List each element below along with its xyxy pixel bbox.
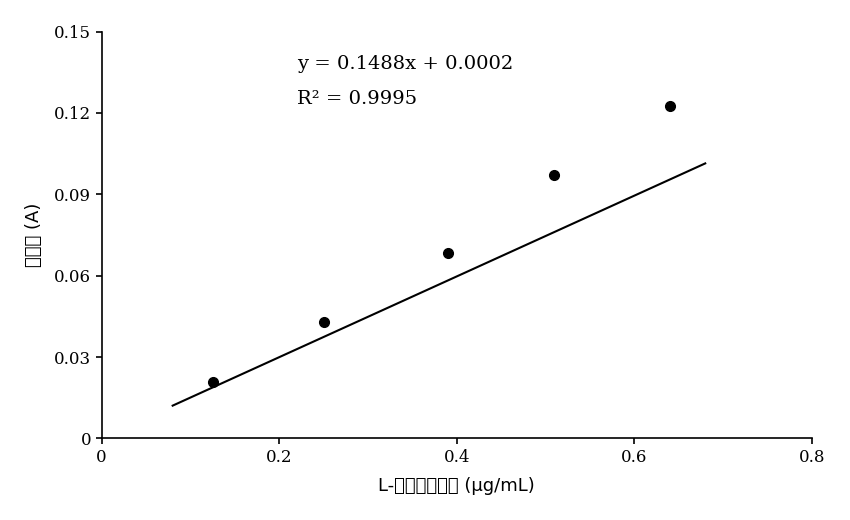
- Y-axis label: 吸光度 (A): 吸光度 (A): [25, 203, 43, 267]
- Text: R² = 0.9995: R² = 0.9995: [297, 90, 417, 108]
- Point: [206, 378, 219, 386]
- Point: [441, 249, 455, 257]
- Text: y = 0.1488x + 0.0002: y = 0.1488x + 0.0002: [297, 55, 513, 73]
- Point: [547, 171, 561, 179]
- Point: [317, 317, 331, 326]
- Point: [663, 102, 677, 110]
- X-axis label: L-羟脲氨酸浓度 (μg/mL): L-羟脲氨酸浓度 (μg/mL): [378, 477, 536, 495]
